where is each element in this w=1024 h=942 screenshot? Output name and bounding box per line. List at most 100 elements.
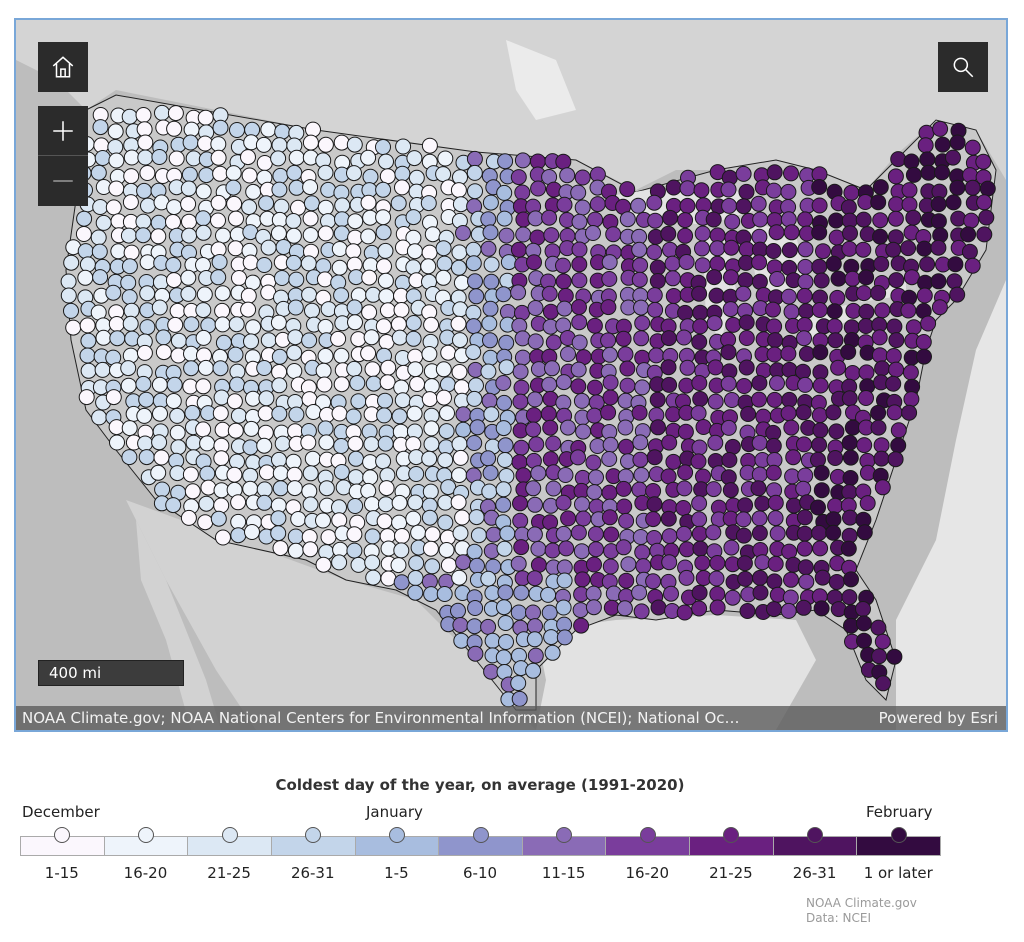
- station-dot[interactable]: [302, 210, 319, 227]
- station-dot[interactable]: [302, 134, 319, 151]
- station-dot[interactable]: [631, 271, 648, 288]
- station-dot[interactable]: [108, 152, 125, 169]
- station-dot[interactable]: [360, 194, 377, 211]
- station-dot[interactable]: [574, 571, 591, 588]
- station-dot[interactable]: [930, 213, 947, 230]
- station-dot[interactable]: [271, 377, 288, 394]
- station-dot[interactable]: [110, 243, 127, 260]
- station-dot[interactable]: [379, 302, 396, 319]
- station-dot[interactable]: [601, 254, 618, 271]
- station-dot[interactable]: [570, 449, 586, 466]
- station-dot[interactable]: [331, 259, 348, 276]
- station-dot[interactable]: [555, 525, 572, 542]
- station-dot[interactable]: [407, 361, 424, 378]
- station-dot[interactable]: [585, 585, 602, 602]
- station-dot[interactable]: [435, 166, 452, 183]
- station-dot[interactable]: [300, 434, 317, 451]
- station-dot[interactable]: [660, 468, 677, 485]
- station-dot[interactable]: [916, 348, 932, 365]
- station-dot[interactable]: [330, 330, 347, 347]
- station-dot[interactable]: [691, 333, 708, 350]
- station-dot[interactable]: [916, 287, 933, 304]
- station-dot[interactable]: [138, 449, 155, 466]
- station-dot[interactable]: [360, 228, 377, 245]
- station-dot[interactable]: [678, 254, 695, 270]
- station-dot[interactable]: [873, 450, 890, 467]
- station-dot[interactable]: [514, 330, 531, 347]
- station-dot[interactable]: [514, 349, 531, 366]
- station-dot[interactable]: [301, 332, 318, 349]
- station-dot[interactable]: [692, 304, 709, 321]
- station-dot[interactable]: [199, 435, 216, 452]
- station-dot[interactable]: [905, 209, 922, 226]
- station-dot[interactable]: [107, 139, 124, 155]
- station-dot[interactable]: [735, 198, 752, 215]
- station-dot[interactable]: [615, 330, 632, 347]
- station-dot[interactable]: [571, 299, 587, 316]
- station-dot[interactable]: [230, 494, 247, 511]
- station-dot[interactable]: [632, 451, 649, 468]
- station-dot[interactable]: [812, 540, 829, 557]
- station-dot[interactable]: [873, 256, 890, 272]
- station-dot[interactable]: [707, 393, 724, 410]
- station-dot[interactable]: [288, 179, 305, 196]
- station-dot[interactable]: [120, 274, 137, 291]
- station-dot[interactable]: [587, 526, 604, 542]
- station-dot[interactable]: [976, 226, 993, 243]
- station-dot[interactable]: [408, 555, 425, 572]
- station-dot[interactable]: [766, 573, 783, 590]
- station-dot[interactable]: [393, 542, 410, 559]
- station-dot[interactable]: [874, 302, 891, 319]
- station-dot[interactable]: [257, 405, 274, 422]
- station-dot[interactable]: [934, 136, 951, 153]
- station-dot[interactable]: [635, 558, 652, 575]
- station-dot[interactable]: [661, 434, 678, 451]
- station-dot[interactable]: [811, 179, 828, 195]
- station-dot[interactable]: [950, 210, 967, 227]
- station-dot[interactable]: [242, 480, 259, 497]
- station-dot[interactable]: [377, 435, 394, 452]
- station-dot[interactable]: [468, 509, 485, 526]
- station-dot[interactable]: [108, 180, 125, 197]
- station-dot[interactable]: [888, 196, 905, 213]
- station-dot[interactable]: [978, 209, 995, 226]
- station-dot[interactable]: [465, 304, 482, 321]
- station-dot[interactable]: [887, 451, 904, 468]
- station-dot[interactable]: [390, 316, 407, 333]
- station-dot[interactable]: [77, 269, 94, 286]
- station-dot[interactable]: [227, 346, 244, 363]
- station-dot[interactable]: [544, 644, 561, 661]
- station-dot[interactable]: [526, 254, 542, 271]
- station-dot[interactable]: [165, 214, 181, 230]
- station-dot[interactable]: [212, 360, 229, 377]
- station-dot[interactable]: [136, 121, 153, 138]
- station-dot[interactable]: [919, 256, 936, 273]
- station-dot[interactable]: [395, 138, 412, 155]
- station-dot[interactable]: [676, 329, 692, 346]
- station-dot[interactable]: [482, 464, 499, 481]
- station-dot[interactable]: [782, 589, 799, 606]
- station-dot[interactable]: [421, 509, 438, 526]
- station-dot[interactable]: [690, 405, 707, 422]
- station-dot[interactable]: [242, 439, 259, 456]
- station-dot[interactable]: [571, 256, 588, 273]
- station-dot[interactable]: [619, 181, 636, 198]
- station-dot[interactable]: [437, 452, 454, 469]
- station-dot[interactable]: [315, 362, 332, 379]
- station-dot[interactable]: [406, 243, 423, 260]
- station-dot[interactable]: [555, 257, 571, 274]
- station-dot[interactable]: [664, 270, 681, 287]
- station-dot[interactable]: [241, 199, 258, 216]
- station-dot[interactable]: [391, 408, 408, 425]
- station-dot[interactable]: [109, 330, 126, 347]
- station-dot[interactable]: [375, 318, 392, 335]
- station-dot[interactable]: [180, 180, 197, 197]
- station-dot[interactable]: [410, 524, 427, 541]
- station-dot[interactable]: [347, 469, 364, 486]
- station-dot[interactable]: [949, 134, 966, 151]
- station-dot[interactable]: [510, 555, 527, 572]
- station-dot[interactable]: [632, 257, 649, 274]
- station-dot[interactable]: [856, 632, 872, 649]
- station-dot[interactable]: [885, 241, 902, 258]
- station-dot[interactable]: [930, 239, 947, 256]
